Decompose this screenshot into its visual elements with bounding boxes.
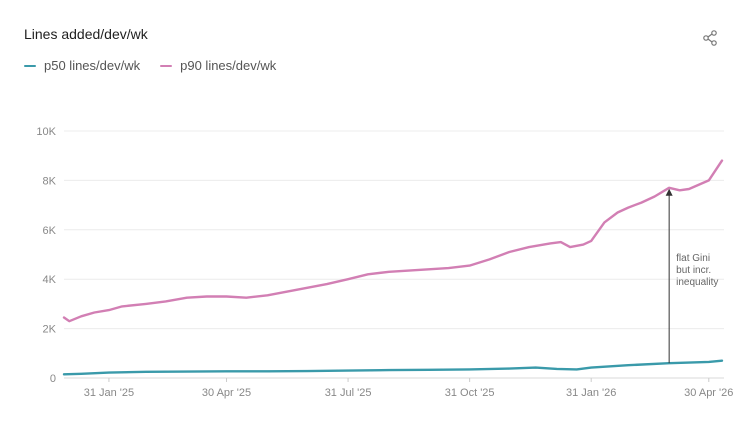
x-tick-label: 30 Apr '25 (202, 387, 251, 399)
annotation-text: inequality (676, 277, 718, 288)
legend-swatch-p90 (160, 64, 173, 67)
x-tick-label: 30 Apr '26 (684, 387, 733, 399)
share-icon-glyph (703, 30, 717, 46)
y-tick-label: 4K (43, 274, 57, 286)
series-line-p90 (62, 159, 724, 323)
x-tick-label: 31 Jan '26 (566, 387, 616, 399)
y-axis-ticks: 0 2K 4K 6K 8K 10K (36, 126, 56, 385)
y-tick-label: 2K (43, 324, 57, 336)
legend-item-p50[interactable]: p50 lines/dev/wk (24, 58, 140, 73)
chart-title: Lines added/dev/wk (24, 26, 148, 42)
x-tick-label: 31 Jul '25 (325, 387, 372, 399)
series-lines (62, 159, 724, 376)
legend-swatch-p50 (24, 64, 36, 67)
annotation-text: flat Gini (676, 253, 710, 264)
legend-label-p90: p90 lines/dev/wk (180, 58, 277, 73)
legend-label-p50: p50 lines/dev/wk (44, 58, 141, 73)
grid-lines (64, 130, 724, 379)
chart-legend: p50 lines/dev/wk p90 lines/dev/wk (24, 58, 276, 73)
annotation-arrow-head (665, 188, 673, 196)
y-tick-label: 6K (43, 225, 57, 237)
x-tick-label: 31 Jan '25 (84, 387, 134, 399)
series-line-p50 (62, 359, 724, 376)
y-tick-label: 10K (36, 126, 56, 138)
x-axis-ticks: 31 Jan '25 30 Apr '25 31 Jul '25 31 Oct '25… (84, 378, 733, 399)
x-tick-label: 31 Oct '25 (445, 387, 495, 399)
legend-item-p90[interactable]: p90 lines/dev/wk (160, 58, 276, 73)
annotation-text: but incr. (676, 265, 711, 276)
y-tick-label: 8K (43, 175, 57, 187)
y-tick-label: 0 (50, 373, 56, 385)
share-icon[interactable] (701, 29, 719, 47)
